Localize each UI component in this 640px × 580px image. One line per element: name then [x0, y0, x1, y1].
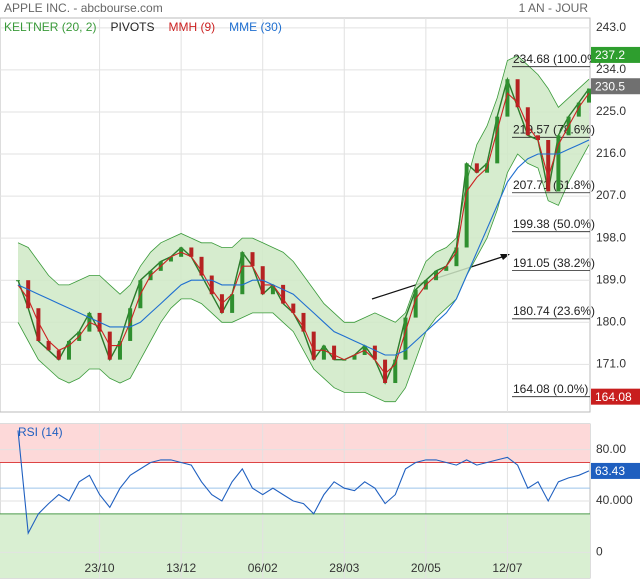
legend-entry: RSI (14) [18, 425, 63, 439]
candle [46, 340, 51, 351]
y-tick-label: 171.0 [596, 356, 626, 370]
x-tick-label: 12/07 [492, 561, 522, 575]
candle [16, 280, 20, 282]
candle [301, 312, 306, 332]
candle [209, 275, 214, 295]
candle [413, 289, 418, 318]
axis-marker [591, 462, 640, 479]
legend-entry: PIVOTS [110, 20, 154, 34]
pivot-label: 191.05 (38.2%) [513, 256, 595, 270]
candle [26, 280, 31, 309]
candle [393, 359, 398, 384]
candle [352, 354, 357, 360]
axis-marker-label: 230.5 [595, 79, 625, 93]
axis-marker [591, 46, 640, 63]
series-line [17, 430, 590, 535]
candle [505, 79, 510, 117]
x-tick-label: 13/12 [166, 561, 196, 575]
candle [117, 340, 122, 360]
x-tick-label: 23/10 [85, 561, 115, 575]
candle [291, 303, 296, 313]
candle [515, 79, 520, 108]
candle [128, 308, 133, 341]
legend-entry: MMH (9) [169, 20, 216, 34]
axis-marker-label: 237.2 [595, 48, 625, 62]
candle [444, 266, 449, 271]
y-tick-label: 207.0 [596, 188, 626, 202]
candle [230, 294, 235, 313]
pivot-label: 207.71 (61.8%) [513, 178, 595, 192]
candle [56, 350, 61, 360]
pivot-label: 180.74 (23.6%) [513, 304, 595, 318]
pivot-label: 164.08 (0.0%) [513, 382, 588, 396]
candle [270, 284, 275, 295]
candle [556, 135, 561, 192]
x-tick-label: 06/02 [248, 561, 278, 575]
candle [240, 252, 245, 295]
legend-entry: KELTNER (20, 2) [4, 20, 96, 34]
candle [464, 163, 469, 248]
candle [199, 256, 204, 276]
axis-marker-label: 164.08 [595, 390, 632, 404]
y-tick-label: 180.0 [596, 314, 626, 328]
legend-entry: MME (30) [229, 20, 282, 34]
candle [36, 308, 41, 341]
x-tick-label: 28/03 [329, 561, 359, 575]
pivot-label: 234.68 (100.0%) [513, 52, 602, 66]
axis-marker [591, 78, 640, 95]
series-line [17, 139, 590, 356]
candle [383, 359, 388, 384]
period-label: 1 AN - JOUR [519, 1, 589, 15]
series-line [17, 92, 590, 375]
keltner-band [18, 55, 589, 402]
axis-marker [591, 388, 640, 405]
candle [281, 284, 286, 304]
candle [454, 247, 459, 267]
y-tick-label: 189.0 [596, 272, 626, 286]
oversold-zone [0, 513, 590, 578]
y-tick-label: 40.000 [596, 493, 633, 507]
candle [474, 163, 479, 173]
candle [546, 139, 551, 192]
y-tick-label: 0 [596, 545, 603, 559]
candle [321, 345, 326, 360]
candle [576, 102, 581, 117]
candle [525, 107, 530, 136]
y-tick-label: 198.0 [596, 230, 626, 244]
y-tick-label: 225.0 [596, 104, 626, 118]
candle [372, 345, 377, 360]
y-tick-label: 216.0 [596, 146, 626, 160]
pivot-label: 199.38 (50.0%) [513, 217, 595, 231]
candle [250, 252, 255, 267]
axis-marker-label: 63.43 [595, 464, 625, 478]
chart-title: APPLE INC. - abcbourse.com [4, 1, 163, 15]
candle [332, 345, 337, 360]
y-tick-label: 234.0 [596, 62, 626, 76]
candle [536, 135, 541, 140]
overbought-zone [0, 424, 590, 463]
candle [66, 340, 71, 360]
candle [189, 247, 194, 257]
x-tick-label: 20/05 [411, 561, 441, 575]
candle [311, 331, 316, 360]
candle [403, 317, 408, 360]
y-tick-label: 80.00 [596, 442, 626, 456]
keltner-lower [17, 144, 590, 403]
candle [495, 116, 500, 164]
y-tick-label: 243.0 [596, 20, 626, 34]
price-panel [0, 17, 591, 413]
candle [587, 88, 591, 103]
keltner-upper [17, 55, 590, 323]
candle [168, 256, 173, 262]
